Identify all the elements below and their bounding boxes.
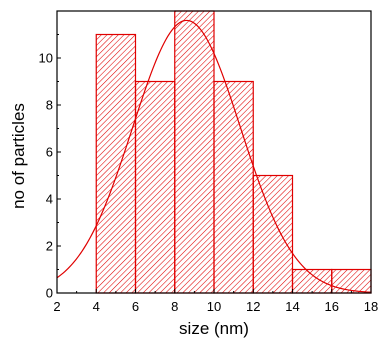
x-tick-label: 8 xyxy=(171,299,178,314)
histogram-bar-6 xyxy=(291,268,333,294)
y-tick-label: 2 xyxy=(46,239,53,254)
x-tick-label: 10 xyxy=(207,299,221,314)
histogram-bar-7 xyxy=(331,268,372,294)
y-tick-label: 6 xyxy=(46,145,53,160)
y-tick-label: 8 xyxy=(46,98,53,113)
x-axis-ticks: 2 4 6 8 10 12 14 16 18 xyxy=(53,289,378,314)
histogram-bar-5 xyxy=(252,174,294,294)
x-tick-label: 6 xyxy=(132,299,139,314)
y-tick-label: 4 xyxy=(46,192,53,207)
histogram-bar-3 xyxy=(174,10,215,294)
y-axis-label: no of particles xyxy=(9,103,28,209)
gaussian-fit-curve xyxy=(56,19,372,293)
y-tick-label: 10 xyxy=(39,51,53,66)
x-axis-label: size (nm) xyxy=(179,319,249,338)
x-tick-label: 2 xyxy=(53,299,60,314)
bars-group xyxy=(95,10,372,294)
x-tick-label: 18 xyxy=(364,299,378,314)
y-axis-ticks: 0 2 4 6 8 10 xyxy=(39,34,61,301)
x-tick-label: 4 xyxy=(93,299,100,314)
histogram-bar-1 xyxy=(95,33,137,294)
histogram-bar-4 xyxy=(213,80,254,294)
x-tick-label: 14 xyxy=(285,299,299,314)
histogram-bar-2 xyxy=(134,80,176,294)
y-tick-label: 0 xyxy=(46,286,53,301)
x-tick-label: 12 xyxy=(246,299,260,314)
x-tick-label: 16 xyxy=(325,299,339,314)
